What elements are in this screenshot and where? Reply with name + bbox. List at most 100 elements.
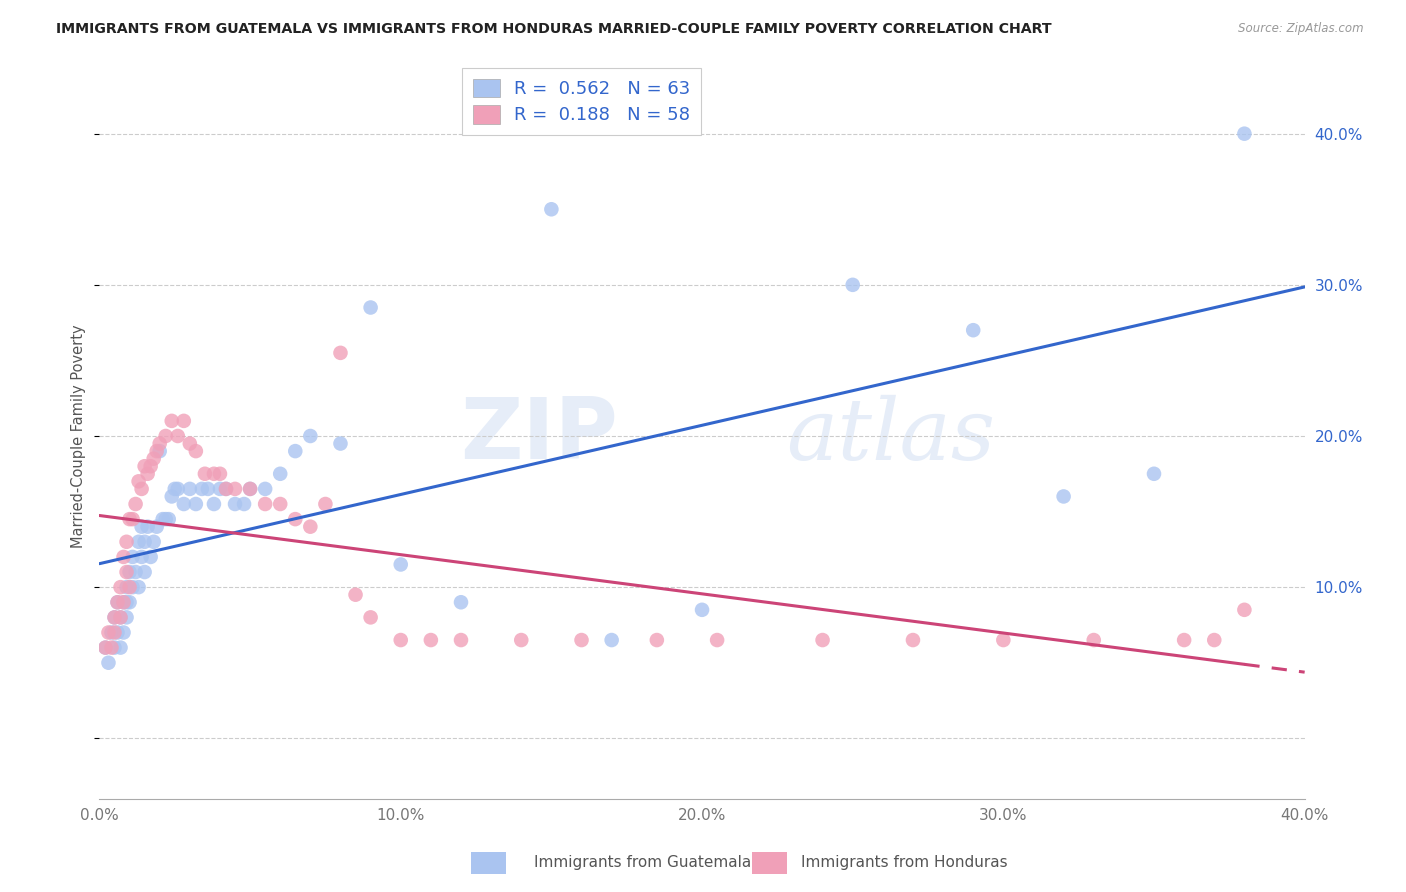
Point	[112, 595, 135, 609]
Point	[163, 482, 186, 496]
Point	[134, 534, 156, 549]
Point	[107, 625, 129, 640]
Point	[600, 633, 623, 648]
Point	[115, 580, 138, 594]
Point	[115, 565, 138, 579]
Point	[142, 451, 165, 466]
Point	[100, 625, 122, 640]
Point	[112, 595, 135, 609]
Point	[184, 497, 207, 511]
Point	[233, 497, 256, 511]
Point	[329, 346, 352, 360]
Point	[157, 512, 180, 526]
Point	[239, 482, 262, 496]
Point	[110, 640, 132, 655]
Point	[121, 580, 143, 594]
Point	[136, 519, 159, 533]
Point	[94, 640, 117, 655]
Point	[131, 519, 153, 533]
Point	[1143, 467, 1166, 481]
Point	[139, 459, 162, 474]
Point	[112, 549, 135, 564]
Point	[124, 565, 146, 579]
Point	[166, 429, 188, 443]
Point	[115, 534, 138, 549]
Point	[224, 482, 246, 496]
Point	[121, 512, 143, 526]
Point	[1083, 633, 1105, 648]
Point	[134, 459, 156, 474]
Point	[160, 490, 183, 504]
Text: IMMIGRANTS FROM GUATEMALA VS IMMIGRANTS FROM HONDURAS MARRIED-COUPLE FAMILY POVE: IMMIGRANTS FROM GUATEMALA VS IMMIGRANTS …	[56, 22, 1052, 37]
Point	[107, 595, 129, 609]
Point	[142, 534, 165, 549]
Point	[215, 482, 238, 496]
Point	[166, 482, 188, 496]
Point	[152, 512, 174, 526]
Point	[284, 512, 307, 526]
Point	[540, 202, 562, 217]
Point	[191, 482, 214, 496]
Point	[269, 497, 291, 511]
Point	[94, 640, 117, 655]
Point	[118, 565, 141, 579]
Point	[173, 497, 195, 511]
Point	[155, 512, 177, 526]
Point	[254, 482, 277, 496]
Point	[254, 497, 277, 511]
Point	[179, 436, 201, 450]
Point	[706, 633, 728, 648]
Point	[145, 519, 167, 533]
Point	[149, 436, 172, 450]
Y-axis label: Married-Couple Family Poverty: Married-Couple Family Poverty	[72, 324, 86, 548]
Point	[1173, 633, 1195, 648]
Point	[179, 482, 201, 496]
Point	[1233, 603, 1256, 617]
Text: Immigrants from Honduras: Immigrants from Honduras	[801, 855, 1008, 870]
Point	[155, 429, 177, 443]
Legend: R =  0.562   N = 63, R =  0.188   N = 58: R = 0.562 N = 63, R = 0.188 N = 58	[461, 68, 702, 136]
Point	[124, 497, 146, 511]
Point	[184, 444, 207, 458]
Point	[202, 497, 225, 511]
Text: ZIP: ZIP	[460, 394, 617, 477]
Point	[299, 519, 322, 533]
Point	[962, 323, 984, 337]
Point	[389, 633, 412, 648]
Point	[103, 610, 125, 624]
Point	[145, 444, 167, 458]
Point	[1233, 127, 1256, 141]
Point	[993, 633, 1015, 648]
Point	[269, 467, 291, 481]
Point	[202, 467, 225, 481]
Point	[121, 549, 143, 564]
Point	[344, 588, 367, 602]
Point	[103, 625, 125, 640]
Point	[131, 549, 153, 564]
Point	[284, 444, 307, 458]
Point	[131, 482, 153, 496]
Point	[571, 633, 593, 648]
Point	[110, 580, 132, 594]
Point	[115, 610, 138, 624]
Point	[112, 625, 135, 640]
Point	[128, 580, 150, 594]
Text: Source: ZipAtlas.com: Source: ZipAtlas.com	[1239, 22, 1364, 36]
Point	[149, 444, 172, 458]
Point	[197, 482, 219, 496]
Point	[97, 625, 120, 640]
Point	[128, 534, 150, 549]
Point	[239, 482, 262, 496]
Point	[208, 467, 231, 481]
Point	[103, 640, 125, 655]
Point	[299, 429, 322, 443]
Point	[450, 633, 472, 648]
Point	[134, 565, 156, 579]
Point	[450, 595, 472, 609]
Point	[224, 497, 246, 511]
Point	[1204, 633, 1226, 648]
Point	[901, 633, 924, 648]
Point	[314, 497, 336, 511]
Point	[110, 610, 132, 624]
Point	[419, 633, 441, 648]
